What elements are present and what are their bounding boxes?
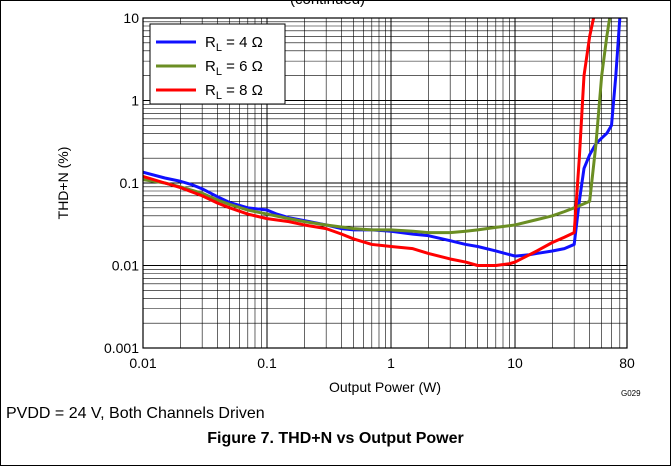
x-tick-label: 1 — [387, 355, 395, 371]
test-conditions-note: PVDD = 24 V, Both Channels Driven — [6, 405, 265, 422]
y-tick-label: 0.1 — [120, 175, 140, 191]
series-layer — [143, 18, 622, 267]
series-line-2 — [143, 18, 612, 235]
x-tick-labels: 0.01 0.1 1 10 80 — [129, 355, 635, 371]
y-tick-label: 0.001 — [104, 340, 139, 356]
y-tick-label: 1 — [131, 93, 139, 109]
x-tick-label: 10 — [507, 355, 523, 371]
grid-lines — [143, 18, 627, 348]
figure-caption: Figure 7. THD+N vs Output Power — [207, 430, 464, 447]
plot-border — [142, 17, 628, 349]
legend-label: RL = 4 Ω — [205, 34, 263, 54]
x-tick-label: 0.1 — [257, 355, 277, 371]
x-tick-label: 0.01 — [129, 355, 156, 371]
series-line-3 — [143, 18, 596, 267]
figure-code: G029 — [621, 389, 641, 398]
y-tick-label: 0.01 — [112, 258, 139, 274]
legend-label: RL = 8 Ω — [205, 82, 263, 102]
y-tick-label: 10 — [123, 10, 139, 26]
x-axis-label: Output Power (W) — [329, 379, 441, 395]
y-axis-label: THD+N (%) — [55, 147, 71, 220]
clipped-header-text: (continued) — [290, 0, 365, 8]
y-tick-labels: 0.001 0.01 0.1 1 10 — [104, 10, 139, 356]
series-line-1 — [143, 18, 622, 258]
legend-label: RL = 6 Ω — [205, 58, 263, 78]
x-tick-label: 80 — [619, 355, 635, 371]
legend: RL = 4 Ω RL = 6 Ω RL = 8 Ω — [149, 23, 286, 105]
